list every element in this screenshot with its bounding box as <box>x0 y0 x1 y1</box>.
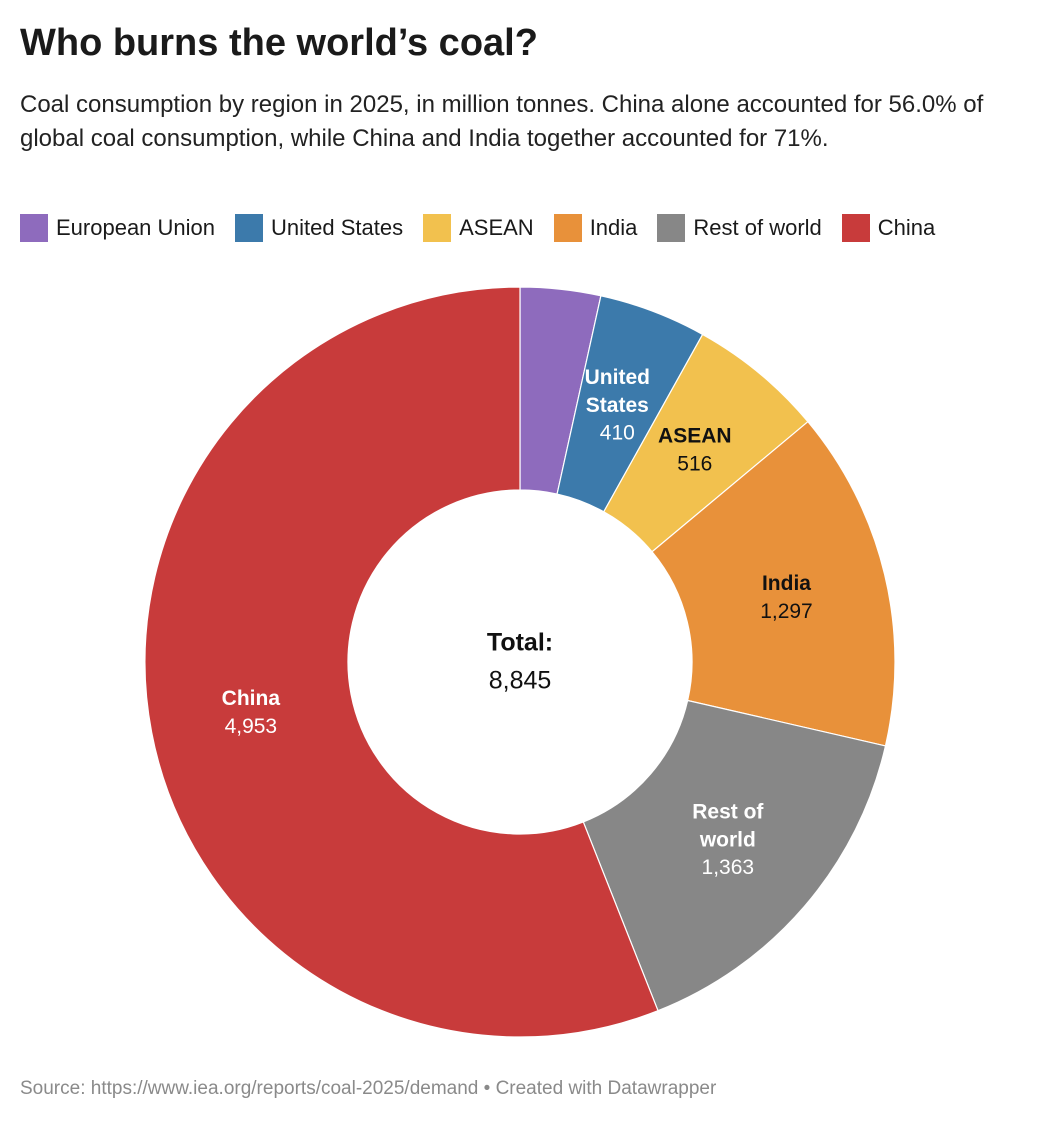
donut-slice <box>651 420 896 747</box>
legend-label: European Union <box>56 215 216 240</box>
total-title: Total: <box>487 629 553 657</box>
legend-item: European Union <box>20 214 215 242</box>
chart-title: Who burns the world’s coal? <box>20 22 538 64</box>
donut-slice <box>582 699 887 1012</box>
slice-label: ASEAN <box>658 425 732 448</box>
legend-swatch <box>20 214 48 242</box>
slice-label: India <box>762 572 811 595</box>
legend-item: Rest of world <box>657 214 822 242</box>
legend-swatch <box>423 214 452 242</box>
slice-value: 410 <box>600 421 635 444</box>
legend: European Union United States ASEAN India Res… <box>20 214 935 242</box>
legend-swatch <box>841 214 870 242</box>
legend-label: India <box>589 215 638 240</box>
slice-value: 4,953 <box>225 715 278 738</box>
slice-value: 1,363 <box>702 856 755 879</box>
total-value: 8,845 <box>489 667 552 695</box>
slice-label: China <box>222 687 281 710</box>
chart: United States 410 ASEAN 516 India 1,297 Rest of… <box>144 286 896 1038</box>
legend-item: India <box>553 214 638 242</box>
legend-label: United States <box>271 215 404 240</box>
legend-label: Rest of world <box>693 215 822 240</box>
legend-label: China <box>877 215 936 240</box>
legend-swatch <box>657 214 686 242</box>
donut-slice <box>144 286 659 1038</box>
chart-subtitle: Coal consumption by region in 2025, in m… <box>20 91 984 152</box>
legend-label: ASEAN <box>459 215 534 240</box>
slice-label: Rest of world <box>692 800 764 851</box>
legend-item: United States <box>235 214 403 242</box>
legend-item: ASEAN <box>423 214 534 242</box>
legend-item: China <box>841 214 936 242</box>
source-note: Source: https://www.iea.org/reports/coal… <box>20 1078 717 1099</box>
slice-value: 516 <box>677 453 712 476</box>
slice-value: 1,297 <box>760 600 813 623</box>
slice-label: United States <box>585 365 650 416</box>
legend-swatch <box>235 214 264 242</box>
legend-swatch <box>553 214 582 242</box>
